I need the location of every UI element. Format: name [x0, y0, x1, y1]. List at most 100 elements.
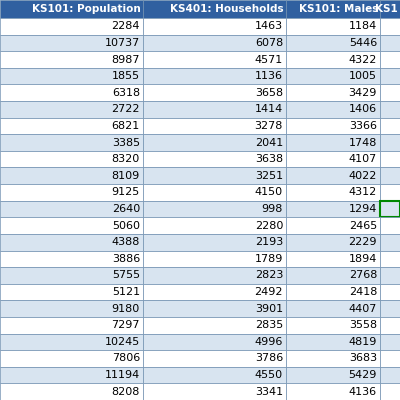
Text: KS1: KS1	[375, 4, 398, 14]
Bar	[380, 18, 400, 35]
Bar	[143, 84, 286, 101]
Text: 2823: 2823	[255, 270, 283, 280]
Bar	[286, 184, 380, 201]
Text: 2722: 2722	[112, 104, 140, 114]
Bar	[380, 334, 400, 350]
Text: 3385: 3385	[112, 138, 140, 148]
Text: 6821: 6821	[112, 121, 140, 131]
Bar	[286, 84, 380, 101]
Text: 5060: 5060	[112, 221, 140, 231]
Text: 998: 998	[262, 204, 283, 214]
Bar	[286, 217, 380, 234]
Bar	[380, 134, 400, 151]
Bar	[143, 367, 286, 383]
Bar	[380, 35, 400, 51]
Bar	[143, 317, 286, 334]
Bar	[286, 101, 380, 118]
Bar	[286, 284, 380, 300]
Bar	[286, 134, 380, 151]
Text: 4150: 4150	[255, 187, 283, 197]
Text: 2418: 2418	[349, 287, 377, 297]
Bar	[286, 151, 380, 168]
Bar	[0, 168, 143, 184]
Text: 3683: 3683	[349, 354, 377, 364]
Bar	[0, 284, 143, 300]
Bar	[0, 300, 143, 317]
Bar	[380, 101, 400, 118]
Bar	[0, 84, 143, 101]
Bar	[0, 134, 143, 151]
Text: 3886: 3886	[112, 254, 140, 264]
Bar	[143, 250, 286, 267]
Bar	[143, 184, 286, 201]
Bar	[0, 118, 143, 134]
Text: 9180: 9180	[112, 304, 140, 314]
Text: 3658: 3658	[255, 88, 283, 98]
Bar	[143, 267, 286, 284]
Bar	[143, 151, 286, 168]
Bar	[286, 300, 380, 317]
Text: 3429: 3429	[349, 88, 377, 98]
Bar	[0, 0, 143, 18]
Text: 3901: 3901	[255, 304, 283, 314]
Bar	[143, 168, 286, 184]
Bar	[286, 334, 380, 350]
Bar	[380, 201, 400, 217]
Text: 3786: 3786	[255, 354, 283, 364]
Bar	[143, 334, 286, 350]
Bar	[143, 134, 286, 151]
Text: 1855: 1855	[112, 71, 140, 81]
Bar	[380, 267, 400, 284]
Text: 3278: 3278	[255, 121, 283, 131]
Bar	[380, 168, 400, 184]
Bar	[286, 168, 380, 184]
Bar	[0, 367, 143, 383]
Text: KS401: Households: KS401: Households	[170, 4, 284, 14]
Bar	[0, 151, 143, 168]
Text: 4407: 4407	[349, 304, 377, 314]
Bar	[380, 383, 400, 400]
Bar	[143, 201, 286, 217]
Bar	[0, 334, 143, 350]
Bar	[286, 317, 380, 334]
Text: 3366: 3366	[349, 121, 377, 131]
Bar	[0, 250, 143, 267]
Bar	[380, 118, 400, 134]
Bar	[380, 151, 400, 168]
Text: 8987: 8987	[112, 54, 140, 64]
Bar	[143, 68, 286, 84]
Text: 7806: 7806	[112, 354, 140, 364]
Bar	[380, 300, 400, 317]
Text: 10245: 10245	[105, 337, 140, 347]
Bar	[0, 267, 143, 284]
Bar	[143, 18, 286, 35]
Bar	[380, 250, 400, 267]
Text: 8208: 8208	[112, 387, 140, 397]
Text: 6078: 6078	[255, 38, 283, 48]
Bar	[143, 0, 286, 18]
Text: 2280: 2280	[255, 221, 283, 231]
Text: 2640: 2640	[112, 204, 140, 214]
Bar	[286, 51, 380, 68]
Text: 4136: 4136	[349, 387, 377, 397]
Bar	[286, 383, 380, 400]
Bar	[286, 267, 380, 284]
Bar	[0, 184, 143, 201]
Bar	[380, 217, 400, 234]
Text: 1406: 1406	[349, 104, 377, 114]
Text: KS101: Population: KS101: Population	[32, 4, 141, 14]
Text: 8109: 8109	[112, 171, 140, 181]
Bar	[0, 201, 143, 217]
Text: 1136: 1136	[255, 71, 283, 81]
Text: 1748: 1748	[349, 138, 377, 148]
Bar	[380, 284, 400, 300]
Text: 5121: 5121	[112, 287, 140, 297]
Text: 4322: 4322	[349, 54, 377, 64]
Text: 1184: 1184	[349, 21, 377, 31]
Text: 7297: 7297	[112, 320, 140, 330]
Text: 2768: 2768	[349, 270, 377, 280]
Text: 4107: 4107	[349, 154, 377, 164]
Bar	[0, 383, 143, 400]
Text: 4312: 4312	[349, 187, 377, 197]
Text: 1789: 1789	[255, 254, 283, 264]
